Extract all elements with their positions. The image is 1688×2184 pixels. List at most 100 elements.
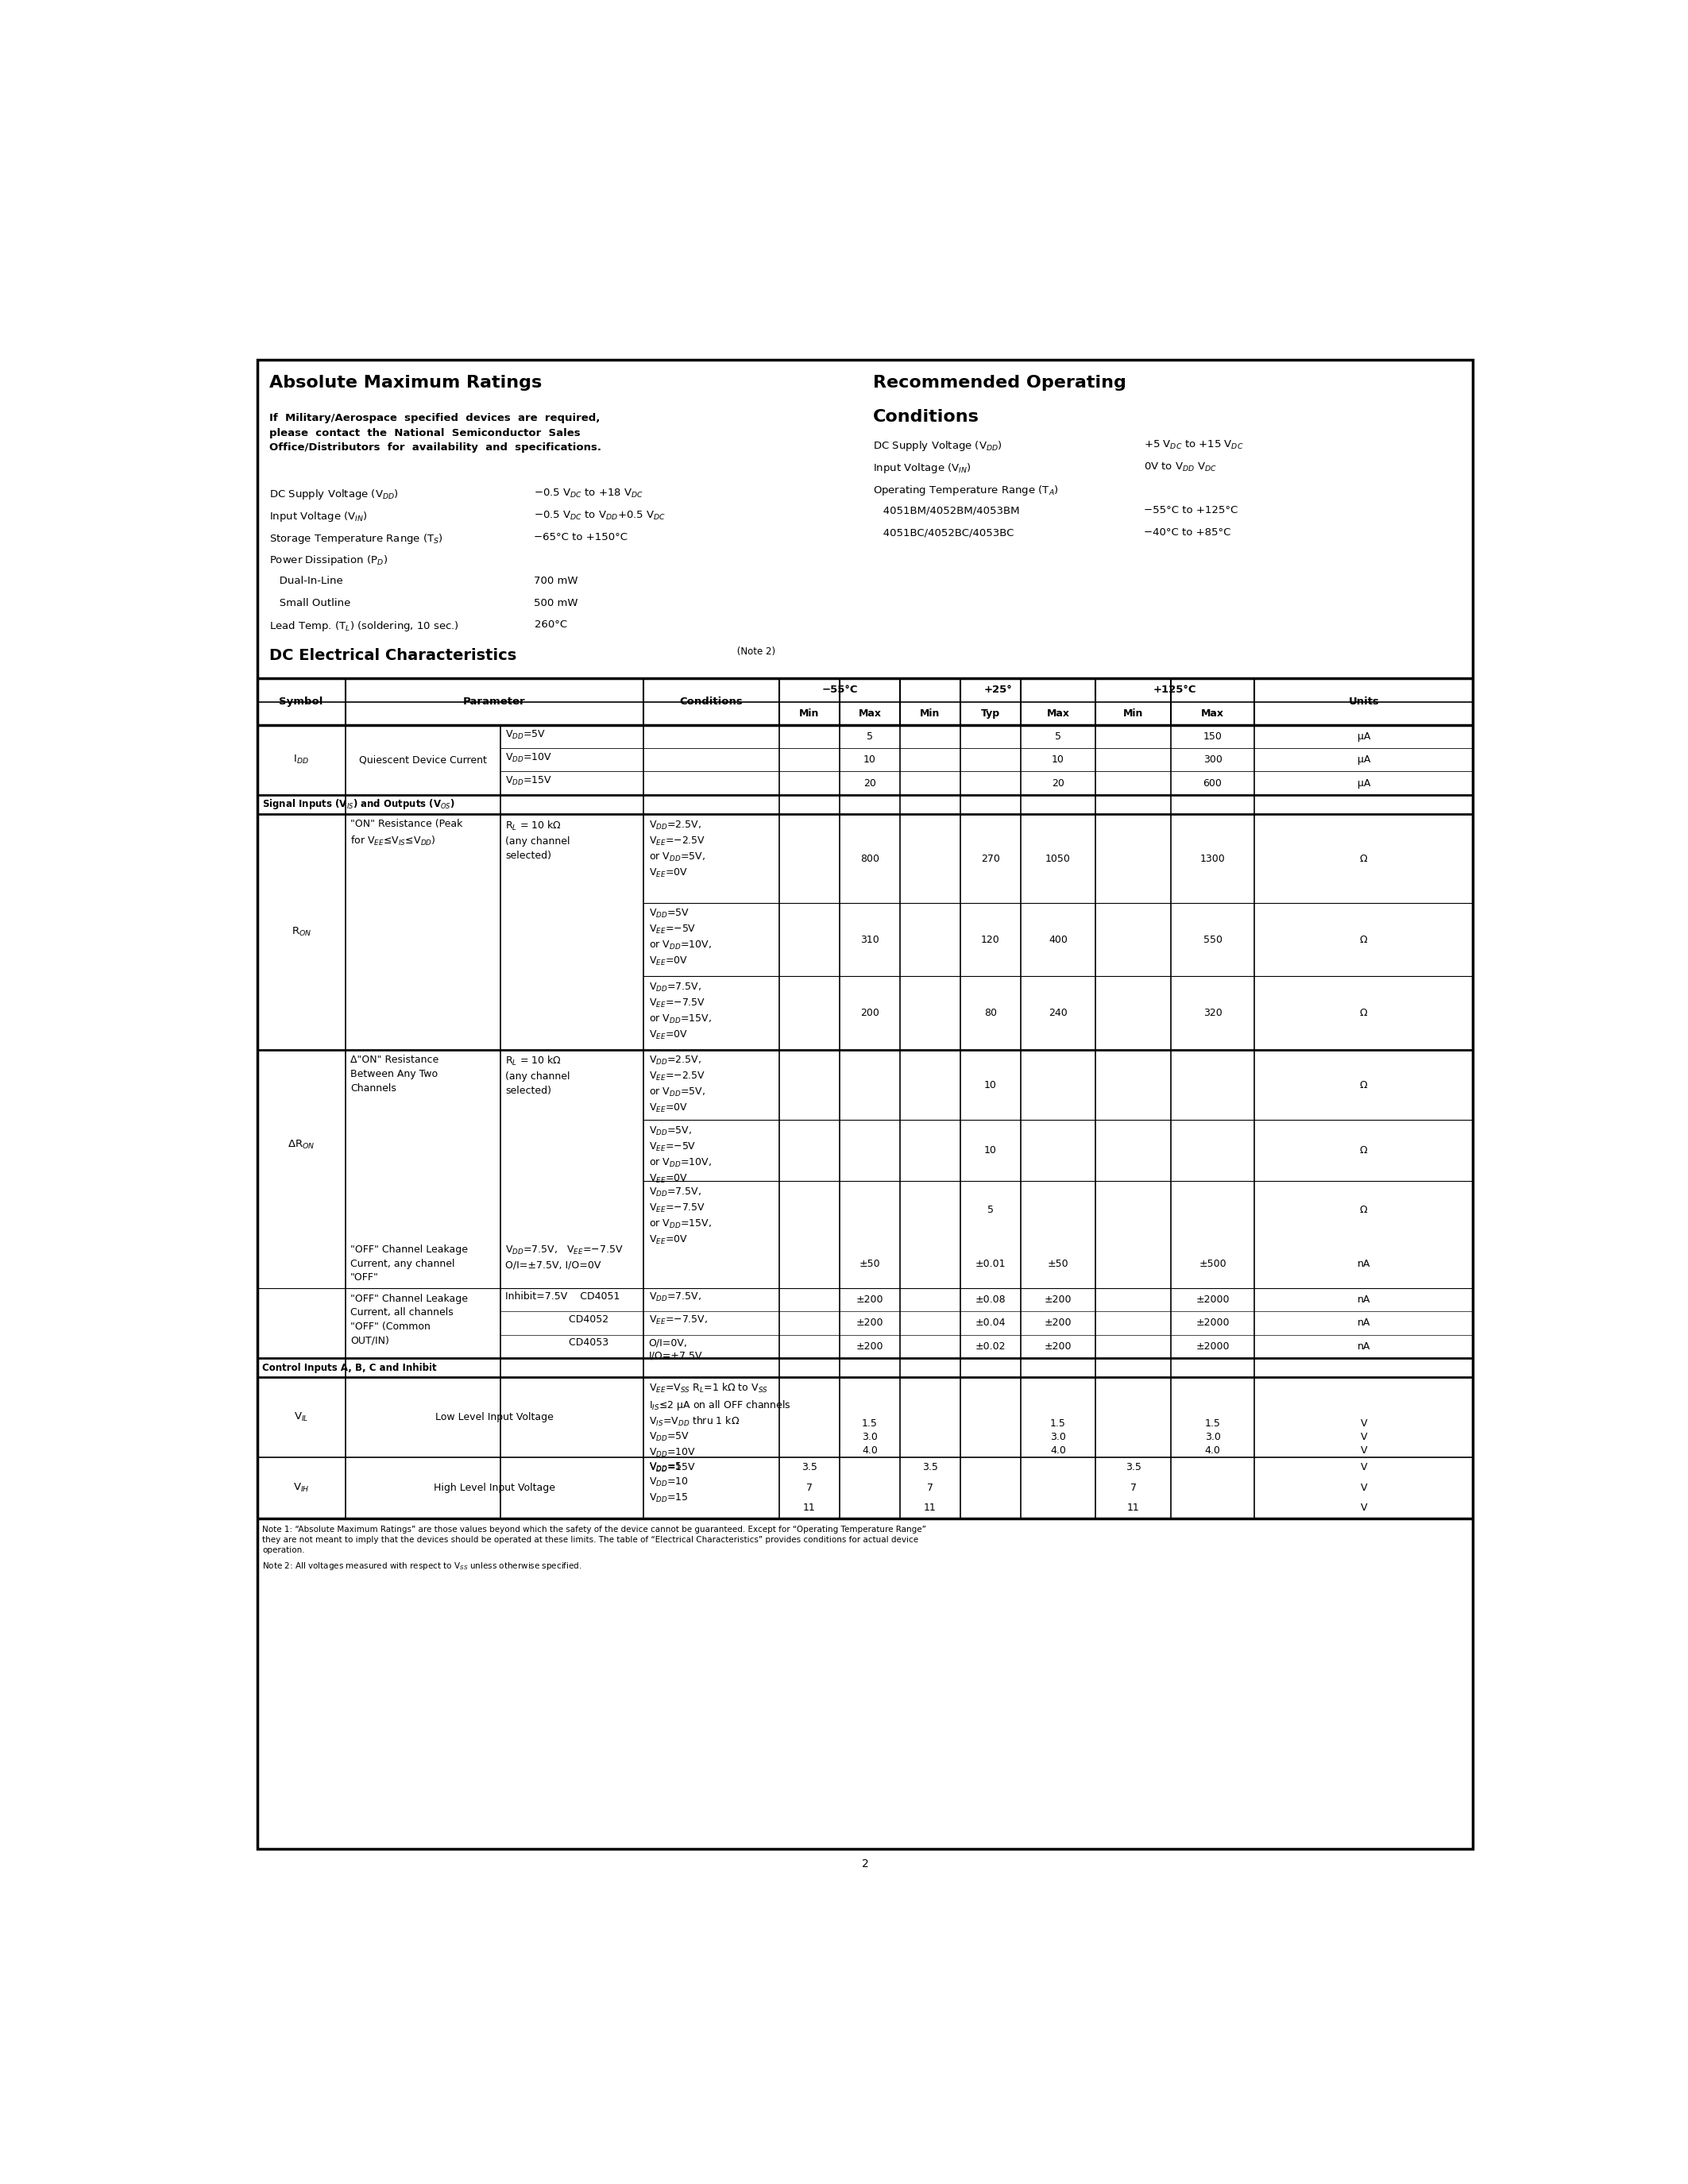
Text: 3.5: 3.5 xyxy=(922,1461,939,1472)
Text: 5: 5 xyxy=(987,1206,994,1216)
Text: Input Voltage (V$_{IN}$): Input Voltage (V$_{IN}$) xyxy=(270,509,368,524)
Text: ±0.08: ±0.08 xyxy=(976,1295,1006,1306)
Text: μA: μA xyxy=(1357,756,1371,764)
Text: DC Electrical Characteristics: DC Electrical Characteristics xyxy=(270,649,517,664)
Text: 400: 400 xyxy=(1048,935,1067,946)
Text: 7: 7 xyxy=(807,1483,812,1492)
Text: 550: 550 xyxy=(1204,935,1222,946)
Text: −0.5 V$_{DC}$ to V$_{DD}$+0.5 V$_{DC}$: −0.5 V$_{DC}$ to V$_{DD}$+0.5 V$_{DC}$ xyxy=(533,509,667,522)
Text: 3.5: 3.5 xyxy=(802,1461,817,1472)
Text: 7: 7 xyxy=(1129,1483,1136,1492)
Text: 11: 11 xyxy=(923,1503,937,1514)
Text: R$_L$ = 10 kΩ
(any channel
selected): R$_L$ = 10 kΩ (any channel selected) xyxy=(505,1055,571,1096)
Text: ΔR$_{ON}$: ΔR$_{ON}$ xyxy=(287,1138,316,1151)
Text: Note 2: All voltages measured with respect to V$_{SS}$ unless otherwise specifie: Note 2: All voltages measured with respe… xyxy=(262,1562,582,1572)
Text: 4051BC/4052BC/4053BC: 4051BC/4052BC/4053BC xyxy=(873,529,1014,537)
Text: Ω: Ω xyxy=(1361,854,1367,865)
Text: V$_{DD}$=7.5V,
V$_{EE}$=−7.5V
or V$_{DD}$=15V,
V$_{EE}$=0V: V$_{DD}$=7.5V, V$_{EE}$=−7.5V or V$_{DD}… xyxy=(648,1186,711,1245)
Text: V$_{DD}$=7.5V,
V$_{EE}$=−7.5V
or V$_{DD}$=15V,
V$_{EE}$=0V: V$_{DD}$=7.5V, V$_{EE}$=−7.5V or V$_{DD}… xyxy=(648,981,711,1042)
Text: ±500: ±500 xyxy=(1198,1258,1227,1269)
Text: μA: μA xyxy=(1357,778,1371,788)
Text: 7: 7 xyxy=(927,1483,933,1492)
Text: Conditions: Conditions xyxy=(680,697,743,708)
Text: ±200: ±200 xyxy=(856,1317,883,1328)
Text: 3.0: 3.0 xyxy=(863,1433,878,1441)
Text: Small Outline: Small Outline xyxy=(270,598,351,607)
Text: Control Inputs A, B, C and Inhibit: Control Inputs A, B, C and Inhibit xyxy=(262,1363,437,1374)
Text: nA: nA xyxy=(1357,1258,1371,1269)
Text: V$_{DD}$=5V
V$_{EE}$=−5V
or V$_{DD}$=10V,
V$_{EE}$=0V: V$_{DD}$=5V V$_{EE}$=−5V or V$_{DD}$=10V… xyxy=(648,909,711,968)
Text: Inhibit=7.5V    CD4051: Inhibit=7.5V CD4051 xyxy=(505,1291,619,1302)
Text: ±0.04: ±0.04 xyxy=(976,1317,1006,1328)
Text: V: V xyxy=(1361,1483,1367,1492)
Text: "OFF" Channel Leakage
Current, all channels
"OFF" (Common
OUT/IN): "OFF" Channel Leakage Current, all chann… xyxy=(349,1293,468,1345)
Text: 10: 10 xyxy=(864,756,876,764)
Text: Conditions: Conditions xyxy=(873,408,979,424)
Text: ±200: ±200 xyxy=(1045,1317,1072,1328)
Text: ±0.01: ±0.01 xyxy=(976,1258,1006,1269)
Text: Input Voltage (V$_{IN}$): Input Voltage (V$_{IN}$) xyxy=(873,461,971,474)
Text: +125°C: +125°C xyxy=(1153,686,1197,695)
Text: 11: 11 xyxy=(803,1503,815,1514)
Text: 4.0: 4.0 xyxy=(1050,1446,1067,1455)
Text: 3.0: 3.0 xyxy=(1205,1433,1220,1441)
Text: R$_L$ = 10 kΩ
(any channel
selected): R$_L$ = 10 kΩ (any channel selected) xyxy=(505,819,571,860)
Text: 1300: 1300 xyxy=(1200,854,1225,865)
Text: V$_{DD}$=7.5V,: V$_{DD}$=7.5V, xyxy=(648,1291,701,1304)
Text: ±0.02: ±0.02 xyxy=(976,1341,1006,1352)
Text: Recommended Operating: Recommended Operating xyxy=(873,376,1126,391)
Text: 3.5: 3.5 xyxy=(1126,1461,1141,1472)
Text: V$_{DD}$=15V: V$_{DD}$=15V xyxy=(505,775,552,786)
Text: 10: 10 xyxy=(984,1144,996,1155)
Text: Signal Inputs (V$_{IS}$) and Outputs (V$_{OS}$): Signal Inputs (V$_{IS}$) and Outputs (V$… xyxy=(262,797,456,810)
Text: Absolute Maximum Ratings: Absolute Maximum Ratings xyxy=(270,376,542,391)
Text: V$_{EE}$=V$_{SS}$ R$_L$=1 kΩ to V$_{SS}$
I$_{IS}$≤2 μA on all OFF channels
V$_{I: V$_{EE}$=V$_{SS}$ R$_L$=1 kΩ to V$_{SS}$… xyxy=(648,1382,790,1474)
Text: V$_{DD}$=5V,
V$_{EE}$=−5V
or V$_{DD}$=10V,
V$_{EE}$=0V: V$_{DD}$=5V, V$_{EE}$=−5V or V$_{DD}$=10… xyxy=(648,1125,711,1184)
FancyBboxPatch shape xyxy=(257,360,1474,1850)
Text: 270: 270 xyxy=(981,854,999,865)
Text: ±200: ±200 xyxy=(1045,1295,1072,1306)
Text: I$_{DD}$: I$_{DD}$ xyxy=(294,753,309,767)
Text: 11: 11 xyxy=(1128,1503,1139,1514)
Text: 1.5: 1.5 xyxy=(1205,1420,1220,1428)
Text: ±200: ±200 xyxy=(856,1295,883,1306)
Text: DC Supply Voltage (V$_{DD}$): DC Supply Voltage (V$_{DD}$) xyxy=(270,487,398,502)
Text: V$_{DD}$=2.5V,
V$_{EE}$=−2.5V
or V$_{DD}$=5V,
V$_{EE}$=0V: V$_{DD}$=2.5V, V$_{EE}$=−2.5V or V$_{DD}… xyxy=(648,1055,706,1114)
Text: Ω: Ω xyxy=(1361,1007,1367,1018)
Text: −40°C to +85°C: −40°C to +85°C xyxy=(1144,529,1231,537)
Text: 240: 240 xyxy=(1048,1007,1067,1018)
Text: V: V xyxy=(1361,1446,1367,1455)
Text: +25°: +25° xyxy=(984,686,1013,695)
Text: Max: Max xyxy=(1047,708,1070,719)
Text: nA: nA xyxy=(1357,1341,1371,1352)
Text: CD4053: CD4053 xyxy=(505,1339,609,1348)
Text: 20: 20 xyxy=(1052,778,1065,788)
Text: (Note 2): (Note 2) xyxy=(734,646,776,657)
Text: V$_{DD}$=2.5V,
V$_{EE}$=−2.5V
or V$_{DD}$=5V,
V$_{EE}$=0V: V$_{DD}$=2.5V, V$_{EE}$=−2.5V or V$_{DD}… xyxy=(648,819,706,878)
Text: V: V xyxy=(1361,1420,1367,1428)
Text: 300: 300 xyxy=(1204,756,1222,764)
Text: Note 1: “Absolute Maximum Ratings” are those values beyond which the safety of t: Note 1: “Absolute Maximum Ratings” are t… xyxy=(262,1524,927,1555)
Text: +5 V$_{DC}$ to +15 V$_{DC}$: +5 V$_{DC}$ to +15 V$_{DC}$ xyxy=(1144,439,1244,452)
Text: nA: nA xyxy=(1357,1317,1371,1328)
Text: 3.0: 3.0 xyxy=(1050,1433,1067,1441)
Text: 150: 150 xyxy=(1204,732,1222,743)
Text: Typ: Typ xyxy=(981,708,999,719)
Text: 20: 20 xyxy=(864,778,876,788)
Text: ±2000: ±2000 xyxy=(1195,1341,1229,1352)
Text: Storage Temperature Range (T$_S$): Storage Temperature Range (T$_S$) xyxy=(270,531,444,546)
Text: "OFF" Channel Leakage
Current, any channel
"OFF": "OFF" Channel Leakage Current, any chann… xyxy=(349,1245,468,1282)
Text: 1.5: 1.5 xyxy=(863,1420,878,1428)
Text: 2: 2 xyxy=(861,1859,869,1870)
Text: μA: μA xyxy=(1357,732,1371,743)
Text: ±50: ±50 xyxy=(1048,1258,1069,1269)
Text: V: V xyxy=(1361,1433,1367,1441)
Text: −55°C to +125°C: −55°C to +125°C xyxy=(1144,505,1237,515)
Text: Ω: Ω xyxy=(1361,935,1367,946)
Text: 600: 600 xyxy=(1204,778,1222,788)
Text: V: V xyxy=(1361,1503,1367,1514)
Text: ±2000: ±2000 xyxy=(1195,1295,1229,1306)
Text: Ω: Ω xyxy=(1361,1144,1367,1155)
Text: ±50: ±50 xyxy=(859,1258,881,1269)
Text: Ω: Ω xyxy=(1361,1079,1367,1090)
